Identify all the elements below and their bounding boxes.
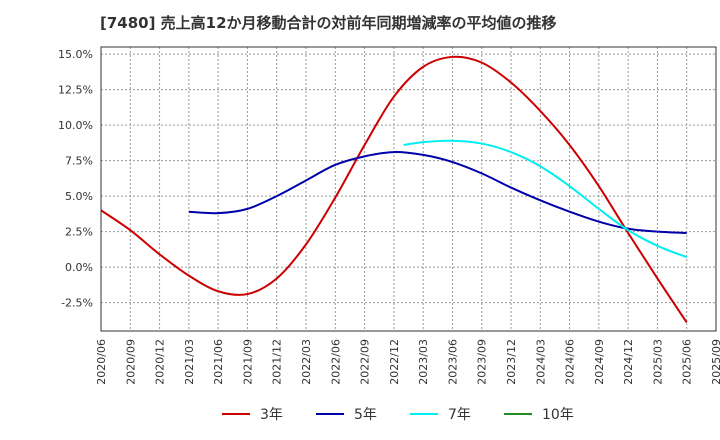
y-tick-label: 2.5%	[65, 226, 93, 239]
x-tick-label: 2025/06	[681, 339, 694, 385]
x-tick-label: 2025/09	[710, 339, 720, 385]
x-tick-label: 2023/03	[417, 339, 430, 385]
x-tick-label: 2021/06	[212, 339, 225, 385]
x-tick-label: 2023/12	[505, 339, 518, 385]
x-tick-label: 2020/09	[124, 339, 137, 385]
y-tick-label: 10.0%	[58, 119, 93, 132]
x-tick-label: 2021/12	[271, 339, 284, 385]
x-tick-label: 2022/03	[300, 339, 313, 385]
x-tick-label: 2022/06	[329, 339, 342, 385]
legend-label: 7年	[448, 407, 471, 423]
x-tick-label: 2023/09	[476, 339, 489, 385]
x-tick-label: 2021/03	[183, 339, 196, 385]
legend-label: 5年	[354, 407, 377, 423]
legend-item-7年: 7年	[410, 407, 471, 423]
legend-item-3年: 3年	[222, 407, 283, 423]
series-line-3年	[100, 55, 688, 324]
series-line-7年	[403, 139, 688, 259]
legend-item-10年: 10年	[504, 407, 574, 423]
x-tick-label: 2020/06	[95, 339, 108, 385]
x-tick-label: 2020/12	[154, 339, 167, 385]
series-line-5年	[188, 151, 687, 235]
grid-lines	[100, 47, 717, 331]
x-tick-label: 2021/09	[241, 339, 254, 385]
plot-area-border	[100, 46, 717, 332]
x-tick-label: 2023/06	[446, 339, 459, 385]
x-tick-label: 2024/03	[534, 339, 547, 385]
y-tick-label: 0.0%	[65, 261, 93, 274]
legend-label: 3年	[260, 407, 283, 423]
y-tick-label: 5.0%	[65, 190, 93, 203]
x-axis-ticks: 2020/06 2020/09 2020/12 2021/03 2021/06 2021/…	[95, 339, 720, 385]
x-tick-label: 2024/06	[564, 339, 577, 385]
y-axis-ticks: 15.0% 12.5% 10.0% 7.5% 5.0% 2.5% 0.0% -2.5%	[58, 48, 93, 310]
y-tick-label: 7.5%	[65, 155, 93, 168]
series-layer	[100, 55, 688, 324]
y-tick-label: 15.0%	[58, 48, 93, 61]
legend-label: 10年	[542, 407, 574, 423]
x-tick-label: 2024/12	[622, 339, 635, 385]
chart-title: [7480] 売上高12か月移動合計の対前年同期増減率の平均値の推移	[100, 14, 557, 32]
legend: 3年 5年 7年 10年	[222, 407, 574, 423]
legend-item-5年: 5年	[316, 407, 377, 423]
x-tick-label: 2024/09	[593, 339, 606, 385]
y-tick-label: -2.5%	[61, 297, 93, 310]
y-tick-label: 12.5%	[58, 84, 93, 97]
x-tick-label: 2022/12	[388, 339, 401, 385]
x-tick-label: 2022/09	[359, 339, 372, 385]
x-tick-label: 2025/03	[651, 339, 664, 385]
